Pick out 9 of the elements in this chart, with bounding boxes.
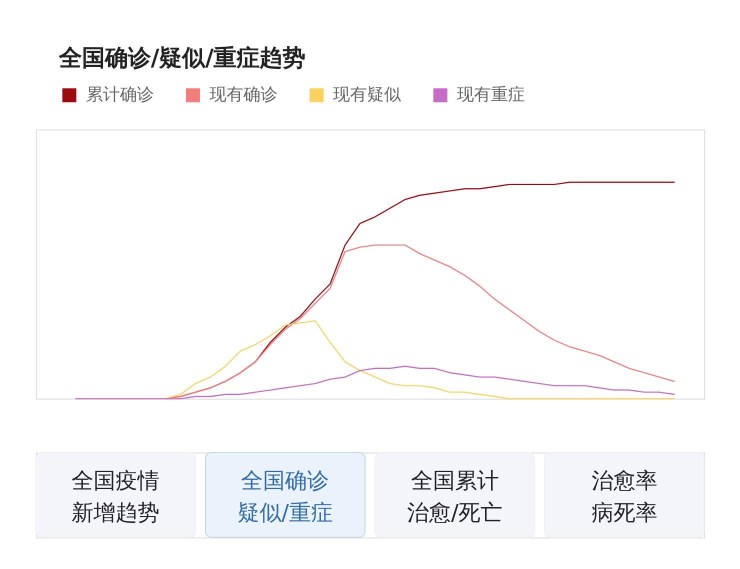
legend-label: 现有疑似 bbox=[333, 84, 402, 104]
text: 全国疫情新增趋势 bbox=[72, 468, 160, 526]
legend-label: 现有确诊 bbox=[209, 84, 278, 104]
legend-label: 累计确诊 bbox=[86, 84, 154, 104]
chart-title: 全国确诊/疑似/重症趋势 bbox=[58, 46, 306, 72]
legend-label: 现有重症 bbox=[456, 84, 525, 104]
text: 治愈率病死率 bbox=[591, 468, 658, 526]
text: 全国确诊疑似/重症 bbox=[238, 468, 333, 526]
text: 全国累计治愈/死亡 bbox=[407, 468, 502, 526]
